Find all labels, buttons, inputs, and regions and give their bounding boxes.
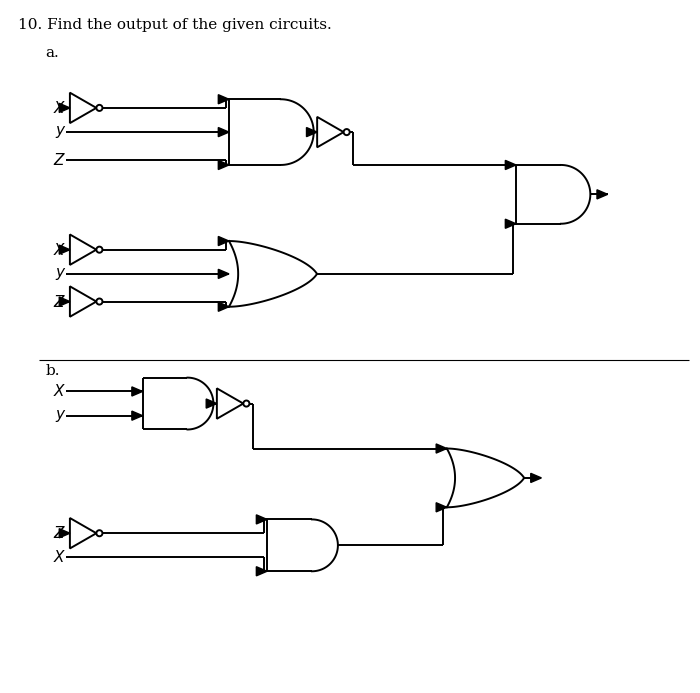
Polygon shape bbox=[436, 502, 447, 512]
Text: a.: a. bbox=[46, 46, 60, 60]
Polygon shape bbox=[218, 160, 229, 170]
Polygon shape bbox=[218, 302, 229, 311]
Circle shape bbox=[97, 530, 102, 536]
Text: b.: b. bbox=[46, 364, 60, 378]
Circle shape bbox=[97, 247, 102, 253]
Polygon shape bbox=[132, 411, 143, 420]
Polygon shape bbox=[218, 236, 229, 245]
Polygon shape bbox=[505, 160, 516, 170]
Text: $y$: $y$ bbox=[55, 407, 66, 423]
Polygon shape bbox=[206, 399, 217, 408]
Text: $X$: $X$ bbox=[53, 242, 66, 258]
Polygon shape bbox=[218, 128, 229, 137]
Text: $y$: $y$ bbox=[55, 124, 66, 140]
Text: $Z$: $Z$ bbox=[53, 152, 66, 168]
Circle shape bbox=[344, 129, 350, 135]
Text: $Z$: $Z$ bbox=[53, 525, 66, 541]
Polygon shape bbox=[505, 219, 516, 228]
Polygon shape bbox=[60, 103, 70, 112]
Text: $X$: $X$ bbox=[53, 383, 66, 399]
Polygon shape bbox=[60, 529, 70, 538]
Polygon shape bbox=[597, 190, 608, 199]
Text: $y$: $y$ bbox=[55, 266, 66, 282]
Polygon shape bbox=[531, 473, 541, 482]
Polygon shape bbox=[218, 270, 229, 279]
Text: $X$: $X$ bbox=[53, 100, 66, 116]
Polygon shape bbox=[132, 387, 143, 396]
Polygon shape bbox=[256, 567, 267, 576]
Polygon shape bbox=[60, 297, 70, 306]
Circle shape bbox=[244, 401, 249, 407]
Polygon shape bbox=[218, 95, 229, 104]
Text: $Z$: $Z$ bbox=[53, 294, 66, 310]
Polygon shape bbox=[307, 128, 317, 137]
Polygon shape bbox=[60, 245, 70, 254]
Circle shape bbox=[97, 299, 102, 305]
Text: $X$: $X$ bbox=[53, 550, 66, 565]
Circle shape bbox=[97, 105, 102, 111]
Polygon shape bbox=[256, 515, 267, 524]
Polygon shape bbox=[436, 444, 447, 453]
Text: 10. Find the output of the given circuits.: 10. Find the output of the given circuit… bbox=[18, 18, 332, 32]
